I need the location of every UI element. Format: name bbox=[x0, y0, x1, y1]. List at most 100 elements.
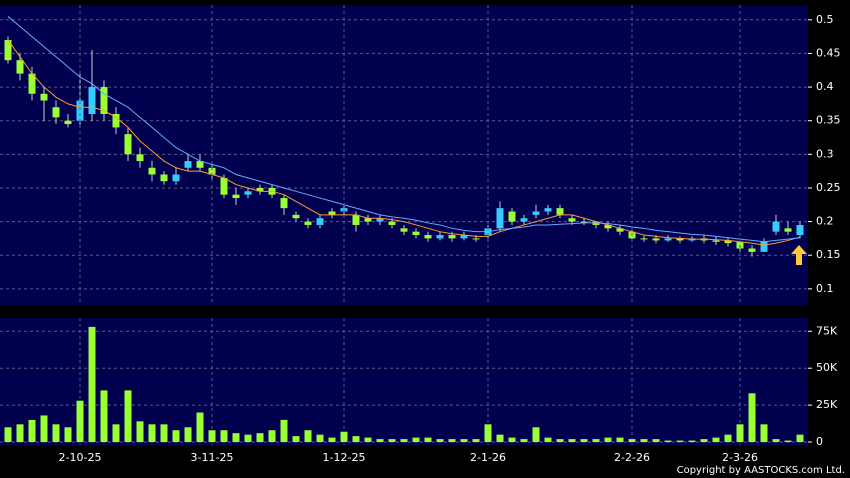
candle-body bbox=[52, 107, 60, 118]
candle-body bbox=[712, 240, 720, 242]
candle-body bbox=[280, 198, 288, 209]
candle-body bbox=[184, 161, 192, 168]
y-tick-label: 0.4 bbox=[816, 80, 834, 93]
volume-bar bbox=[136, 421, 144, 443]
candle-body bbox=[448, 235, 456, 239]
volume-bar bbox=[76, 400, 84, 443]
candle-body bbox=[496, 208, 504, 229]
x-tick-label: 2-2-26 bbox=[614, 451, 650, 464]
volume-bar bbox=[436, 439, 444, 443]
candle-body bbox=[412, 231, 420, 236]
volume-panel bbox=[0, 318, 808, 445]
y-tick-label: 0.45 bbox=[816, 46, 841, 59]
moving-average-line bbox=[7, 39, 801, 246]
volume-bar bbox=[328, 437, 336, 443]
volume-bar bbox=[424, 437, 432, 443]
volume-bar bbox=[736, 424, 744, 443]
y-tick-label: 0.5 bbox=[816, 13, 834, 26]
y-tick-label: 75K bbox=[816, 324, 838, 337]
candle-body bbox=[40, 93, 48, 101]
candle-body bbox=[556, 208, 564, 215]
candle-body bbox=[328, 211, 336, 215]
volume-bar bbox=[40, 415, 48, 443]
y-tick-label: 0.35 bbox=[816, 114, 841, 127]
candle-body bbox=[28, 73, 36, 94]
volume-bar bbox=[52, 424, 60, 443]
volume-bar bbox=[544, 437, 552, 443]
x-tick-label: 2-1-26 bbox=[470, 451, 506, 464]
volume-bar bbox=[640, 439, 648, 443]
candle-body bbox=[796, 224, 804, 236]
candle-body bbox=[520, 218, 528, 222]
candle-body bbox=[748, 248, 756, 252]
volume-bar bbox=[460, 439, 468, 443]
volume-bar bbox=[208, 430, 216, 443]
candle-body bbox=[220, 177, 228, 195]
volume-bar bbox=[592, 439, 600, 443]
volume-bar bbox=[148, 424, 156, 443]
candle-body bbox=[112, 113, 120, 128]
candle-body bbox=[436, 235, 444, 239]
candle-body bbox=[256, 187, 264, 192]
volume-bar bbox=[448, 439, 456, 443]
volume-bar bbox=[256, 433, 264, 443]
candle-body bbox=[304, 221, 312, 225]
copyright: Copyright by AASTOCKS.com Ltd. bbox=[677, 465, 845, 476]
volume-bar bbox=[664, 440, 672, 443]
y-tick-label: 0 bbox=[816, 435, 823, 448]
volume-bar bbox=[232, 433, 240, 443]
volume-bar bbox=[700, 439, 708, 443]
x-tick-label: 2-10-25 bbox=[59, 451, 102, 464]
candle-body bbox=[292, 214, 300, 219]
y-tick-label: 50K bbox=[816, 361, 838, 374]
volume-bar bbox=[496, 434, 504, 443]
volume-bar bbox=[16, 424, 24, 443]
candle-body bbox=[352, 214, 360, 225]
volume-bar bbox=[100, 390, 108, 443]
volume-bar bbox=[568, 439, 576, 443]
volume-bar bbox=[268, 430, 276, 443]
volume-bar bbox=[784, 440, 792, 443]
volume-bar bbox=[292, 436, 300, 443]
candle-body bbox=[676, 238, 684, 241]
volume-bar bbox=[316, 434, 324, 443]
volume-bar bbox=[604, 437, 612, 443]
candle-body bbox=[532, 211, 540, 215]
candle-body bbox=[508, 211, 516, 222]
volume-bar bbox=[112, 424, 120, 443]
candle-body bbox=[580, 221, 588, 223]
volume-bar bbox=[616, 437, 624, 443]
y-tick-label: 0.1 bbox=[816, 282, 834, 295]
candle-body bbox=[460, 235, 468, 239]
candle-body bbox=[364, 218, 372, 222]
volume-bar bbox=[748, 393, 756, 443]
volume-bar bbox=[304, 430, 312, 443]
volume-bar bbox=[220, 430, 228, 443]
volume-bar bbox=[388, 439, 396, 443]
volume-bar bbox=[472, 439, 480, 443]
volume-bar bbox=[400, 439, 408, 443]
volume-bar bbox=[712, 437, 720, 443]
volume-bar bbox=[760, 424, 768, 443]
candle-body bbox=[76, 100, 84, 121]
candle-body bbox=[472, 238, 480, 240]
volume-bar bbox=[124, 390, 132, 443]
volume-bar bbox=[724, 434, 732, 443]
volume-bar bbox=[772, 439, 780, 443]
arrow-marker bbox=[791, 245, 807, 265]
volume-bar bbox=[652, 439, 660, 443]
candle-body bbox=[232, 194, 240, 199]
volume-bar bbox=[160, 424, 168, 443]
volume-bar bbox=[364, 437, 372, 443]
candle-body bbox=[148, 167, 156, 175]
volume-bar bbox=[196, 412, 204, 443]
volume-bar bbox=[532, 427, 540, 443]
y-tick-label: 25K bbox=[816, 398, 838, 411]
volume-bar bbox=[4, 427, 12, 443]
y-tick-label: 0.2 bbox=[816, 215, 834, 228]
volume-bar bbox=[580, 439, 588, 443]
candle-body bbox=[100, 87, 108, 114]
candle-body bbox=[136, 154, 144, 162]
candle-body bbox=[196, 161, 204, 168]
